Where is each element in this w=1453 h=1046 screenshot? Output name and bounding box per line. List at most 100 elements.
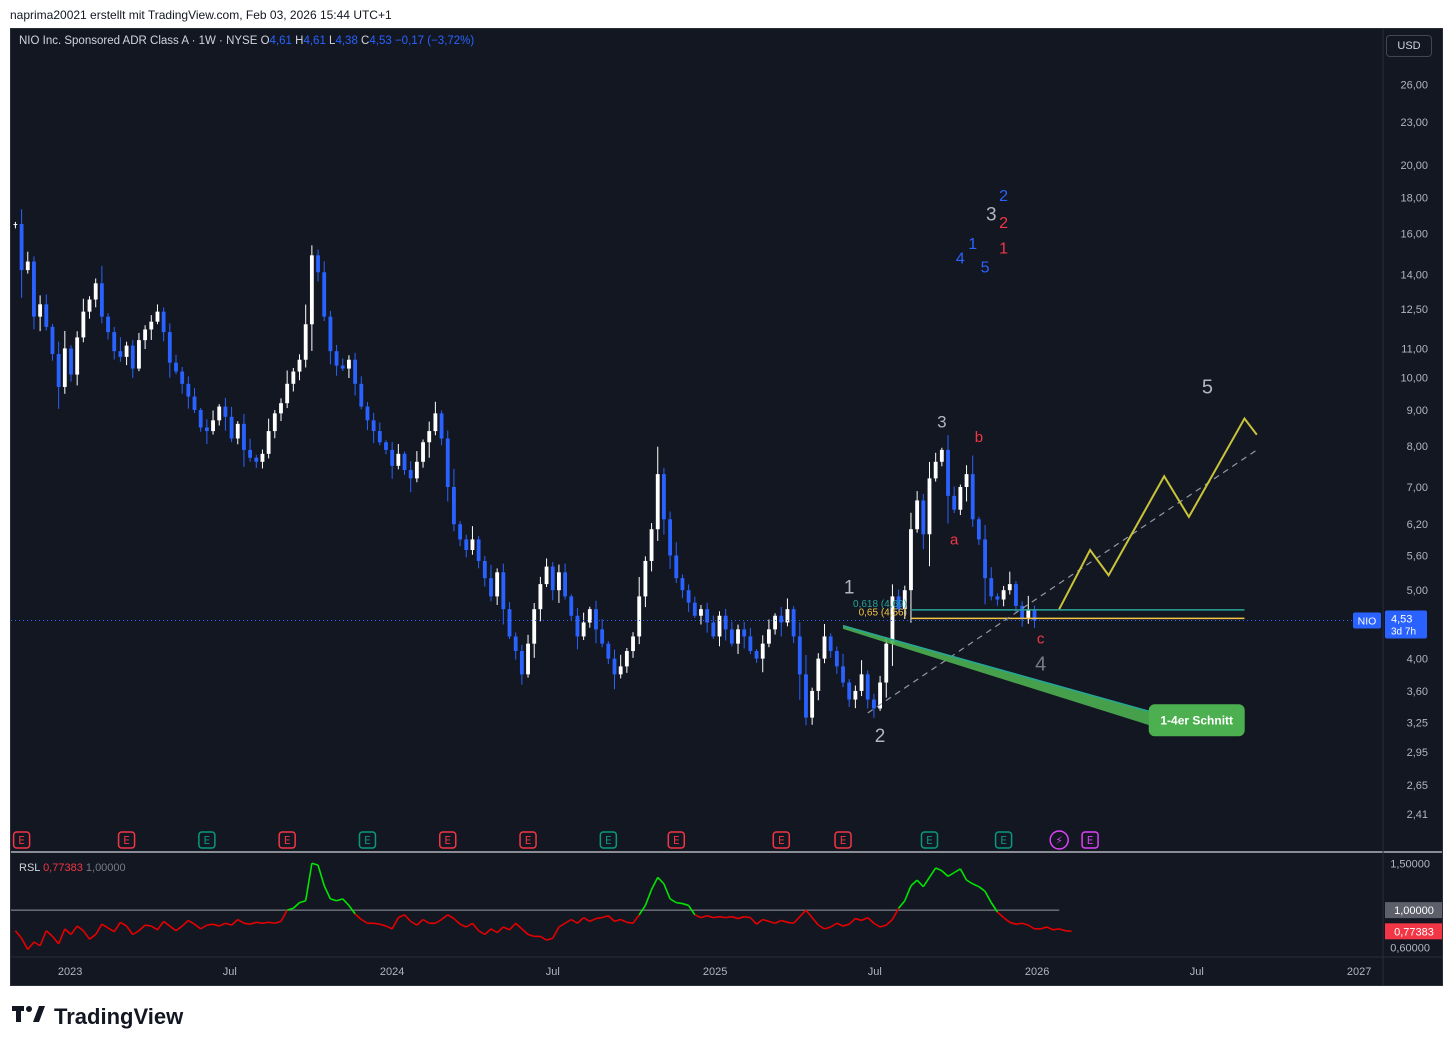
chart-canvas[interactable]: 0,618 (4,69)0,65 (4,56)1-4er Schnitt1234… (11, 29, 1442, 985)
candle[interactable] (1007, 571, 1012, 595)
candle[interactable] (433, 401, 438, 436)
candle[interactable] (909, 512, 913, 623)
candle[interactable] (804, 654, 808, 726)
candle[interactable] (526, 634, 530, 678)
candle[interactable] (742, 621, 747, 649)
candle[interactable] (970, 455, 975, 527)
candle[interactable] (834, 646, 839, 674)
earnings-marker[interactable]: ⚡ (1049, 830, 1069, 850)
candle[interactable] (1032, 605, 1037, 628)
candle[interactable] (62, 330, 67, 394)
candle[interactable] (248, 438, 253, 462)
candle[interactable] (859, 660, 864, 697)
candle[interactable] (44, 294, 49, 331)
candle[interactable] (285, 370, 290, 409)
candle[interactable] (600, 619, 605, 648)
candle[interactable] (272, 410, 277, 439)
candle[interactable] (587, 606, 592, 628)
candle[interactable] (674, 542, 679, 584)
earnings-marker[interactable]: E (772, 831, 791, 849)
candle[interactable] (581, 612, 586, 640)
candle[interactable] (1020, 601, 1025, 627)
candle[interactable] (106, 313, 110, 340)
candle[interactable] (149, 315, 154, 340)
candle[interactable] (921, 494, 926, 550)
tradingview-logo[interactable]: TradingView (12, 1004, 183, 1030)
candle[interactable] (513, 632, 518, 660)
candle[interactable] (723, 608, 728, 641)
candle[interactable] (847, 679, 852, 707)
candle[interactable] (766, 619, 771, 648)
earnings-marker[interactable]: E (12, 831, 31, 849)
candle[interactable] (266, 418, 271, 459)
teal-trendline[interactable] (842, 625, 1153, 714)
candle[interactable] (538, 576, 543, 622)
candle[interactable] (303, 304, 308, 368)
candle[interactable] (717, 611, 722, 647)
currency-button[interactable]: USD (1386, 35, 1432, 57)
candle[interactable] (99, 265, 104, 324)
candle[interactable] (983, 525, 987, 605)
earnings-marker[interactable]: E (599, 831, 618, 849)
candle[interactable] (347, 355, 351, 379)
candle[interactable] (989, 567, 994, 601)
candle[interactable] (334, 344, 339, 376)
candle[interactable] (297, 354, 302, 381)
candle[interactable] (902, 585, 907, 619)
candle[interactable] (87, 296, 92, 319)
candle[interactable] (322, 261, 327, 321)
candle[interactable] (402, 451, 407, 475)
candle[interactable] (896, 589, 901, 612)
candle[interactable] (791, 606, 796, 644)
candle[interactable] (569, 594, 574, 621)
candle[interactable] (427, 421, 432, 458)
rsl-legend[interactable]: RSL 0,77383 1,00000 (19, 862, 126, 874)
earnings-marker[interactable]: E (1081, 831, 1099, 849)
candle[interactable] (155, 304, 160, 325)
candle[interactable] (785, 598, 790, 627)
candle[interactable] (692, 596, 697, 618)
candle[interactable] (773, 613, 777, 635)
candle[interactable] (198, 407, 203, 432)
candle[interactable] (452, 468, 456, 532)
earnings-marker[interactable]: E (198, 831, 216, 849)
candle[interactable] (291, 367, 296, 392)
candle[interactable] (575, 607, 580, 650)
candle[interactable] (779, 607, 784, 637)
candle[interactable] (353, 352, 358, 396)
candle[interactable] (464, 534, 469, 558)
candle[interactable] (254, 454, 259, 468)
earnings-marker[interactable]: E (920, 831, 939, 849)
candle[interactable] (25, 251, 30, 274)
candle[interactable] (699, 604, 703, 625)
candle[interactable] (544, 558, 549, 588)
candle[interactable] (797, 622, 802, 700)
candle[interactable] (439, 410, 444, 446)
candle[interactable] (390, 441, 395, 479)
candle[interactable] (482, 555, 487, 587)
candle[interactable] (211, 410, 215, 435)
candle[interactable] (495, 568, 500, 606)
candle[interactable] (557, 564, 561, 603)
candle[interactable] (32, 256, 36, 330)
candle[interactable] (976, 516, 981, 545)
dashed-trendline[interactable] (867, 449, 1258, 714)
candle[interactable] (229, 406, 234, 443)
candle[interactable] (680, 574, 685, 599)
candle[interactable] (729, 621, 734, 647)
candle[interactable] (470, 526, 475, 555)
candle[interactable] (946, 435, 950, 524)
candle[interactable] (414, 451, 419, 483)
candle[interactable] (279, 398, 283, 422)
candle[interactable] (1001, 585, 1006, 607)
candle[interactable] (927, 461, 932, 567)
candle[interactable] (705, 602, 710, 633)
candle[interactable] (865, 670, 870, 709)
candle[interactable] (377, 422, 382, 446)
candle[interactable] (958, 484, 963, 516)
chart-frame[interactable]: 0,618 (4,69) 0,65 (4,56) 1-4er Schnitt 1 2 3 4… (10, 28, 1443, 986)
candle[interactable] (186, 376, 191, 409)
candle[interactable] (853, 685, 858, 709)
candle[interactable] (736, 624, 740, 654)
candle[interactable] (384, 440, 388, 455)
